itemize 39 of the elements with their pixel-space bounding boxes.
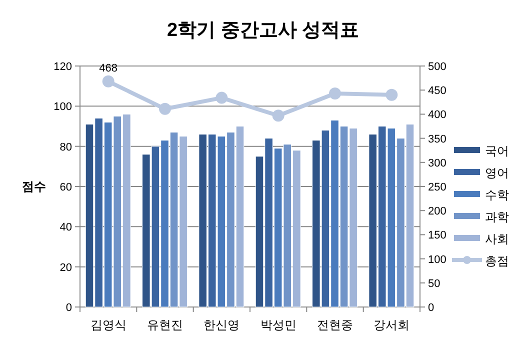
- x-tick-label: 한신영: [204, 318, 240, 332]
- point: [329, 87, 341, 100]
- y2-tick-label: 200: [428, 206, 446, 218]
- point: [102, 75, 114, 88]
- y2-tick-label: 400: [428, 109, 446, 122]
- x-tick-label: 전현중: [317, 318, 353, 332]
- y-tick-label: 120: [54, 61, 72, 73]
- y-axis-title: 점수: [22, 180, 46, 194]
- point: [216, 92, 228, 104]
- y2-tick-label: 300: [428, 157, 446, 170]
- y-tick-label: 20: [60, 262, 72, 274]
- y2-tick-label: 100: [428, 254, 446, 266]
- x-tick-label: 유현진: [147, 318, 183, 332]
- chart-title: 2학기 중간고사 성적표: [166, 20, 360, 41]
- legend-label: 영어: [485, 166, 509, 180]
- y2-tick-label: 450: [428, 85, 446, 98]
- y-tick-label: 60: [60, 182, 72, 194]
- y2-tick-label: 50: [428, 278, 440, 290]
- legend-label: 사회: [485, 232, 509, 246]
- y-tick-label: 40: [60, 222, 72, 234]
- legend-label: 국어: [485, 144, 509, 158]
- legend-label: 과학: [485, 210, 509, 224]
- y-tick-label: 80: [60, 141, 72, 154]
- point: [159, 102, 171, 115]
- x-tick-label: 강서회: [374, 318, 410, 332]
- y2-tick-label: 350: [428, 133, 446, 146]
- point: [272, 110, 284, 122]
- x-tick-label: 김영식: [90, 318, 126, 332]
- legend-label: 총점: [485, 254, 509, 268]
- y-tick-label: 0: [66, 302, 72, 314]
- data-label: 468: [99, 62, 118, 74]
- y2-tick-label: 0: [428, 302, 434, 314]
- y2-tick-label: 150: [428, 230, 446, 242]
- point: [386, 88, 398, 101]
- y2-tick-label: 500: [428, 61, 446, 73]
- y2-tick-label: 250: [428, 182, 446, 194]
- x-tick-label: 박성민: [260, 318, 296, 332]
- y-tick-label: 100: [54, 101, 72, 114]
- legend-label: 수학: [485, 188, 509, 202]
